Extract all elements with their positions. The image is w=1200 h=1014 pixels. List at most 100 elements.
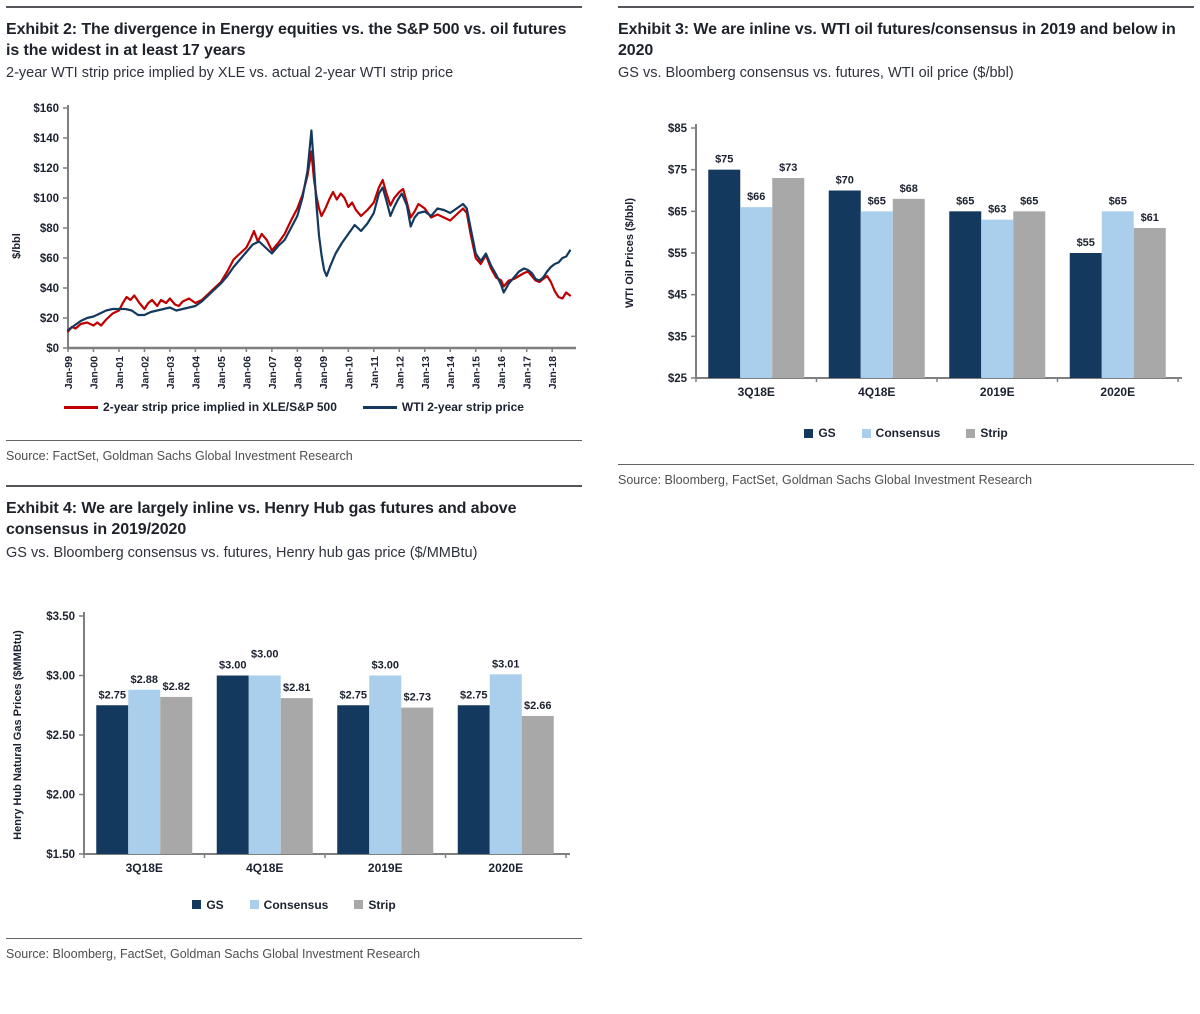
svg-text:2020E: 2020E xyxy=(488,861,523,875)
svg-text:$35: $35 xyxy=(668,332,688,344)
svg-text:WTI Oil Prices ($/bbl): WTI Oil Prices ($/bbl) xyxy=(624,198,636,308)
svg-text:Jan-02: Jan-02 xyxy=(139,356,151,389)
exhibit-3-subtitle: GS vs. Bloomberg consensus vs. futures, … xyxy=(618,65,1014,82)
svg-text:2020E: 2020E xyxy=(1100,385,1135,399)
exhibit-3-legend: GS Consensus Strip xyxy=(618,426,1194,440)
navy-square-swatch xyxy=(804,428,814,438)
svg-text:$45: $45 xyxy=(668,290,688,302)
svg-text:3Q18E: 3Q18E xyxy=(738,385,775,399)
svg-text:$73: $73 xyxy=(779,162,797,174)
divider xyxy=(618,6,1194,8)
svg-text:$25: $25 xyxy=(668,373,688,385)
svg-text:Jan-05: Jan-05 xyxy=(216,356,228,389)
svg-text:$65: $65 xyxy=(668,207,688,219)
divider xyxy=(6,485,582,488)
svg-text:$40: $40 xyxy=(40,283,59,295)
svg-text:$70: $70 xyxy=(836,175,854,187)
svg-text:3Q18E: 3Q18E xyxy=(126,861,163,875)
legend-label: 2-year strip price implied in XLE/S&P 50… xyxy=(103,400,337,415)
svg-text:Jan-18: Jan-18 xyxy=(547,356,559,389)
legend-item-consensus: Consensus xyxy=(249,897,329,912)
svg-text:$120: $120 xyxy=(33,163,59,175)
gray-square-swatch xyxy=(354,900,364,910)
svg-text:$0: $0 xyxy=(46,343,59,355)
svg-text:$2.66: $2.66 xyxy=(524,700,552,712)
svg-text:$160: $160 xyxy=(33,103,59,115)
exhibit-2-title: Exhibit 2: The divergence in Energy equi… xyxy=(6,21,567,60)
right-column: Exhibit 3: We are inline vs. WTI oil fut… xyxy=(618,4,1194,961)
svg-text:Jan-17: Jan-17 xyxy=(522,356,534,389)
svg-text:$65: $65 xyxy=(1020,196,1038,208)
svg-text:Jan-08: Jan-08 xyxy=(292,356,304,389)
legend-label: GS xyxy=(818,426,836,441)
svg-text:$2.88: $2.88 xyxy=(130,673,158,685)
svg-text:$2.75: $2.75 xyxy=(98,689,126,701)
exhibit-2-subtitle: 2-year WTI strip price implied by XLE vs… xyxy=(6,65,454,82)
lightblue-square-swatch xyxy=(861,428,871,438)
legend-label: GS xyxy=(206,897,224,912)
svg-text:$3.00: $3.00 xyxy=(371,659,399,671)
henry-hub-bar-chart: $1.50 $2.00 $2.50 $3.00 $3.50 Henry Hub Natur… xyxy=(12,611,570,875)
svg-text:$1.50: $1.50 xyxy=(46,849,75,861)
report-page: Exhibit 2: The divergence in Energy equi… xyxy=(6,4,1194,961)
exhibit-2-section: Exhibit 2: The divergence in Energy equi… xyxy=(6,6,582,463)
exhibit-4-source: Source: Bloomberg, FactSet, Goldman Sach… xyxy=(6,946,421,961)
svg-text:$20: $20 xyxy=(40,313,59,325)
navy-square-swatch xyxy=(192,900,202,910)
legend-item-strip: Strip xyxy=(966,426,1008,440)
left-column: Exhibit 2: The divergence in Energy equi… xyxy=(6,4,582,961)
divider xyxy=(6,440,582,442)
exhibit-4-legend: GS Consensus Strip xyxy=(6,898,582,912)
exhibit-3-title: Exhibit 3: We are inline vs. WTI oil fut… xyxy=(618,21,1176,60)
svg-text:$140: $140 xyxy=(33,133,59,145)
legend-label: Consensus xyxy=(875,426,941,441)
svg-text:$65: $65 xyxy=(956,196,974,208)
exhibit-2-source: Source: FactSet, Goldman Sachs Global In… xyxy=(6,449,353,464)
svg-text:$63: $63 xyxy=(988,204,1006,216)
exhibit-3-section: Exhibit 3: We are inline vs. WTI oil fut… xyxy=(618,6,1194,487)
exhibit-4-subtitle: GS vs. Bloomberg consensus vs. futures, … xyxy=(6,544,478,561)
wti-strip-line-chart: $0 $20 $40 $60 $80 $100 $120 $140 $160 $/bbl Jan-9… xyxy=(11,103,576,390)
svg-text:$2.75: $2.75 xyxy=(339,689,367,701)
divider xyxy=(6,6,582,8)
legend-item-gs: GS xyxy=(192,897,224,912)
lightblue-square-swatch xyxy=(249,900,259,910)
svg-text:$3.01: $3.01 xyxy=(492,658,520,670)
legend-item-wti-strip: WTI 2-year strip price xyxy=(362,400,524,415)
svg-text:Henry Hub Natural Gas Prices (: Henry Hub Natural Gas Prices ($MMBtu) xyxy=(12,630,24,840)
legend-label: Consensus xyxy=(263,897,329,912)
svg-text:$61: $61 xyxy=(1141,212,1159,224)
svg-text:Jan-99: Jan-99 xyxy=(63,356,75,389)
svg-text:2019E: 2019E xyxy=(980,385,1015,399)
legend-label: Strip xyxy=(368,897,396,912)
svg-text:$3.00: $3.00 xyxy=(219,659,247,671)
svg-text:Jan-13: Jan-13 xyxy=(420,356,432,389)
red-line-swatch xyxy=(64,405,99,409)
svg-text:Jan-10: Jan-10 xyxy=(343,356,355,389)
legend-item-consensus: Consensus xyxy=(861,426,941,441)
exhibit-3-source: Source: Bloomberg, FactSet, Goldman Sach… xyxy=(618,473,1033,488)
svg-text:Jan-07: Jan-07 xyxy=(267,356,279,389)
svg-text:$80: $80 xyxy=(40,223,59,235)
svg-text:Jan-09: Jan-09 xyxy=(318,356,330,389)
legend-item-strip: Strip xyxy=(354,897,396,912)
svg-text:Jan-03: Jan-03 xyxy=(165,356,177,389)
svg-text:$/bbl: $/bbl xyxy=(11,234,23,260)
svg-text:Jan-06: Jan-06 xyxy=(241,356,253,389)
svg-text:2019E: 2019E xyxy=(368,861,403,875)
gray-square-swatch xyxy=(966,428,976,438)
svg-text:$75: $75 xyxy=(715,154,733,166)
svg-text:Jan-04: Jan-04 xyxy=(190,356,202,389)
divider xyxy=(6,937,582,939)
svg-text:$75: $75 xyxy=(668,165,688,177)
svg-text:$2.50: $2.50 xyxy=(46,730,75,742)
svg-text:$55: $55 xyxy=(668,248,688,260)
svg-text:Jan-15: Jan-15 xyxy=(471,356,483,389)
svg-text:$2.00: $2.00 xyxy=(46,789,75,801)
svg-text:$3.50: $3.50 xyxy=(46,611,75,623)
svg-text:$100: $100 xyxy=(33,193,59,205)
svg-text:$85: $85 xyxy=(668,123,688,135)
exhibit-4-title: Exhibit 4: We are largely inline vs. Hen… xyxy=(6,500,517,539)
exhibit-2-legend: 2-year strip price implied in XLE/S&P 50… xyxy=(6,400,582,414)
legend-label: WTI 2-year strip price xyxy=(401,400,524,415)
